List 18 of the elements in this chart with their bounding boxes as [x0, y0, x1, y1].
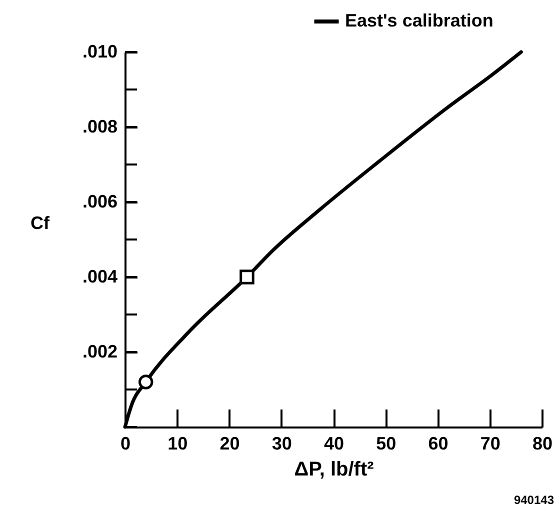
y-tick-label: .002 [82, 342, 118, 362]
y-tick-label: .008 [82, 116, 118, 136]
x-tick-label: 10 [168, 434, 188, 454]
x-tick-label: 50 [376, 434, 396, 454]
text: 940143 [514, 493, 554, 507]
x-tick-label: 60 [428, 434, 448, 454]
legend-label: East's calibration [345, 10, 494, 30]
y-tick-label: .006 [82, 192, 118, 212]
x-axis-title: ΔP, lb/ft² [294, 458, 374, 480]
y-tick-label: .004 [82, 266, 118, 286]
x-tick-label: 20 [220, 434, 240, 454]
x-tick-label: 0 [120, 434, 131, 454]
y-axis-title: Cf [30, 213, 50, 233]
x-tick-label: 30 [272, 434, 292, 454]
x-tick-label: 80 [532, 434, 553, 454]
y-tick-label: .010 [82, 42, 118, 62]
x-tick-label: 40 [324, 434, 344, 454]
x-tick-label: 70 [480, 434, 500, 454]
